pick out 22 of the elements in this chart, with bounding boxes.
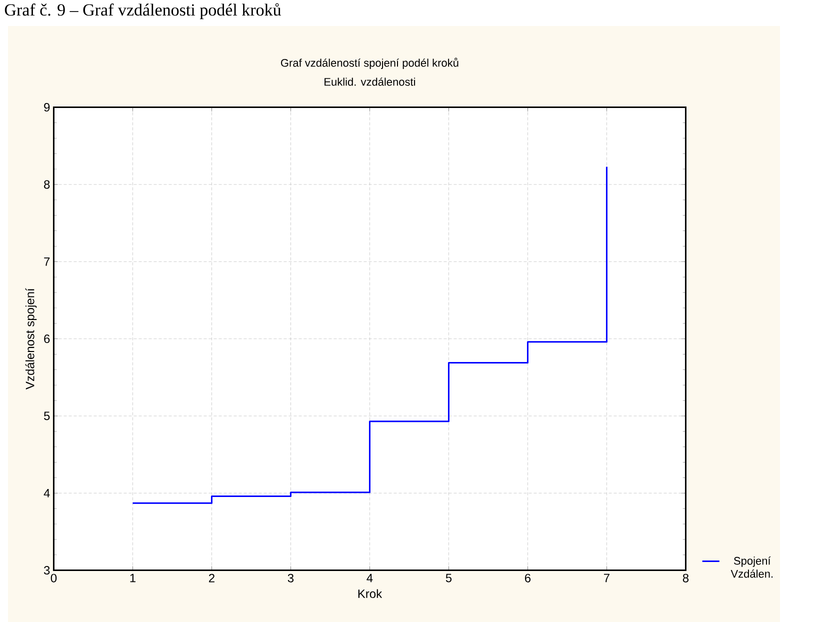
y-tick-label: 5 (44, 412, 50, 420)
y-axis-title: Vzdálenost spojení (25, 288, 37, 390)
x-tick-label: 0 (50, 574, 57, 582)
x-tick-label: 1 (130, 574, 136, 582)
x-tick-label: 3 (288, 574, 294, 582)
x-tick-label: 2 (208, 574, 214, 582)
y-tick-label: 4 (44, 489, 50, 498)
y-tick-label: 6 (44, 334, 50, 344)
chart-subtitle: Euklid. vzdálenosti (324, 78, 416, 86)
x-tick-label: 7 (604, 574, 610, 582)
y-tick-label: 3 (44, 566, 50, 575)
x-tick-label: 6 (524, 574, 531, 582)
x-tick-label: 5 (446, 574, 452, 582)
x-tick-label: 8 (682, 574, 689, 582)
text: Graf č. 9 – Graf vzdálenosti podél kroků (4, 3, 282, 20)
y-tick-label: 7 (44, 258, 50, 266)
x-tick-label: 4 (366, 574, 373, 582)
legend-label: Spojení Vzdálen. (730, 556, 773, 578)
y-tick-label: 8 (44, 180, 50, 189)
y-tick-label: 9 (44, 103, 50, 112)
chart-title: Graf vzdáleností spojení podél kroků (280, 58, 458, 69)
x-axis-title: Krok (358, 589, 382, 598)
